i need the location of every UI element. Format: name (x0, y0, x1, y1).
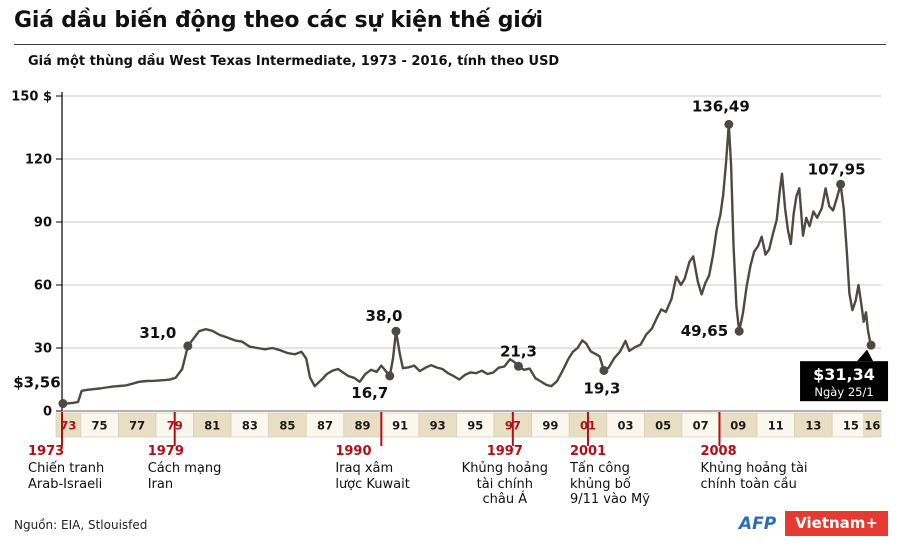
year-label-13: 13 (805, 419, 821, 433)
year-label-15: 15 (843, 419, 859, 433)
year-label-99: 99 (542, 419, 558, 433)
year-cell-77 (118, 412, 157, 438)
data-point-31,0 (183, 341, 193, 351)
callout-date: Ngày 25/1 (814, 385, 873, 399)
callout-pointer (857, 349, 874, 362)
year-label-81: 81 (204, 419, 220, 433)
data-label-19,3: 19,3 (583, 379, 620, 397)
year-cell-89 (343, 412, 382, 438)
data-point-16,7 (385, 371, 395, 381)
year-label-93: 93 (430, 419, 446, 433)
year-cell-13 (794, 412, 833, 438)
year-cell-99 (531, 412, 570, 438)
year-label-05: 05 (655, 419, 671, 433)
y-tick-label-90: 90 (34, 216, 52, 231)
year-label-11: 11 (768, 419, 784, 433)
y-tick-label-0: 0 (43, 405, 52, 420)
title-divider (14, 44, 886, 45)
data-point-107,95 (836, 179, 846, 189)
data-point-current (866, 340, 876, 350)
data-label-16,7: 16,7 (351, 384, 388, 402)
callout-box (800, 361, 889, 402)
year-cell-83 (230, 412, 269, 438)
year-label-83: 83 (242, 419, 258, 433)
year-cell-75 (80, 412, 119, 438)
data-point-$3,56 (58, 399, 68, 409)
year-label-87: 87 (317, 419, 333, 433)
callout-price: $31,34 (813, 365, 875, 384)
y-tick-label-150: 150 $ (11, 90, 52, 105)
year-label-09: 09 (730, 419, 746, 433)
year-cell-91 (381, 412, 420, 438)
data-label-$3,56: $3,56 (13, 374, 60, 392)
data-point-19,3 (599, 365, 609, 375)
y-tick-label-30: 30 (34, 342, 52, 357)
year-label-95: 95 (467, 419, 483, 433)
afp-logo: AFP (738, 513, 777, 534)
year-cell-16 (863, 412, 882, 438)
year-label-73: 73 (60, 419, 76, 433)
year-label-85: 85 (279, 419, 295, 433)
data-label-107,95: 107,95 (808, 160, 866, 178)
year-cell-03 (606, 412, 645, 438)
year-cell-87 (305, 412, 345, 438)
year-label-07: 07 (693, 419, 709, 433)
vietnamplus-logo: Vietnam+ (785, 511, 888, 536)
year-cell-05 (644, 412, 683, 438)
price-line (60, 123, 873, 405)
year-label-89: 89 (355, 419, 371, 433)
year-label-77: 77 (129, 419, 145, 433)
year-cell-11 (756, 412, 795, 438)
y-tick-label-60: 60 (34, 279, 52, 294)
data-point-49,65 (734, 326, 744, 336)
data-label-49,65: 49,65 (681, 322, 728, 340)
source-note: Nguồn: EIA, Stlouisfed (14, 518, 148, 532)
year-cell-81 (193, 412, 232, 438)
year-label-16: 16 (864, 419, 880, 433)
data-point-21,3 (513, 361, 523, 371)
year-label-03: 03 (618, 419, 634, 433)
footer-logos: AFP Vietnam+ (739, 511, 888, 536)
data-label-21,3: 21,3 (500, 342, 537, 360)
year-label-75: 75 (92, 419, 108, 433)
year-cell-85 (268, 412, 307, 438)
subtitle: Giá một thùng dầu West Texas Intermediat… (28, 54, 560, 69)
year-cell-07 (681, 412, 720, 438)
data-point-38,0 (391, 326, 401, 336)
data-label-31,0: 31,0 (139, 324, 176, 342)
data-point-136,49 (724, 119, 734, 129)
year-cell-09 (719, 412, 758, 438)
page-title: Giá dầu biến động theo các sự kiện thế g… (14, 8, 543, 33)
y-tick-label-120: 120 (25, 153, 52, 168)
data-label-136,49: 136,49 (692, 97, 750, 115)
data-label-38,0: 38,0 (365, 307, 402, 325)
year-label-91: 91 (392, 419, 408, 433)
